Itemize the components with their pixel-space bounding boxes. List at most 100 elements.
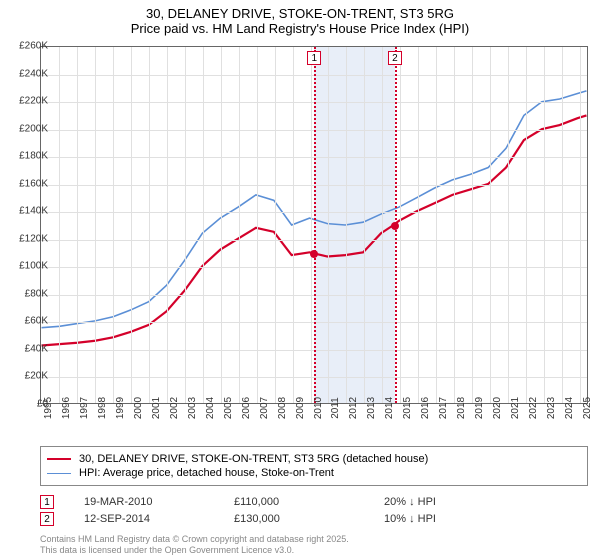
sale-row-2: 2 12-SEP-2014 £130,000 10% ↓ HPI [40,512,534,526]
gridline-v [382,47,383,403]
xtick-label: 2019 [474,397,485,419]
gridline-v [275,47,276,403]
xtick-label: 1995 [43,397,54,419]
xtick-label: 1998 [97,397,108,419]
gridline-v [131,47,132,403]
ytick-label: £60K [25,316,48,327]
footer-line2: This data is licensed under the Open Gov… [40,545,349,556]
xtick-label: 1996 [61,397,72,419]
ytick-label: £240K [19,68,48,79]
gridline-v [346,47,347,403]
gridline-v [59,47,60,403]
ytick-label: £160K [19,178,48,189]
xtick-label: 2023 [546,397,557,419]
xtick-label: 2020 [492,397,503,419]
gridline-v [562,47,563,403]
sale-delta-2: 10% ↓ HPI [384,513,534,525]
gridline-v [221,47,222,403]
gridline-v [328,47,329,403]
gridline-v [185,47,186,403]
gridline-v [436,47,437,403]
ytick-label: £120K [19,233,48,244]
gridline-v [203,47,204,403]
gridline-v [454,47,455,403]
page: 30, DELANEY DRIVE, STOKE-ON-TRENT, ST3 5… [0,0,600,560]
xtick-label: 2018 [456,397,467,419]
xtick-label: 2011 [330,397,341,419]
sales-table: 1 19-MAR-2010 £110,000 20% ↓ HPI 2 12-SE… [40,492,534,529]
legend-item-property: 30, DELANEY DRIVE, STOKE-ON-TRENT, ST3 5… [47,453,581,465]
ytick-label: £100K [19,261,48,272]
gridline-v [257,47,258,403]
sale-date-1: 19-MAR-2010 [84,496,234,508]
sale-marker-badge: 1 [307,51,321,65]
xtick-label: 2016 [420,397,431,419]
xtick-label: 2024 [564,397,575,419]
gridline-v [400,47,401,403]
xtick-label: 2005 [223,397,234,419]
gridline-v [239,47,240,403]
title-subtitle: Price paid vs. HM Land Registry's House … [0,21,600,36]
sale-marker-badge-1: 1 [40,495,54,509]
ytick-label: £260K [19,41,48,52]
xtick-label: 1999 [115,397,126,419]
xtick-label: 2012 [348,397,359,419]
sale-price-2: £130,000 [234,513,384,525]
gridline-v [293,47,294,403]
sale-marker-line [314,47,316,403]
sale-dot [310,250,318,258]
gridline-v [508,47,509,403]
xtick-label: 2022 [528,397,539,419]
xtick-label: 2010 [313,397,324,419]
gridline-v [113,47,114,403]
xtick-label: 2025 [582,397,593,419]
footer-line1: Contains HM Land Registry data © Crown c… [40,534,349,545]
gridline-v [77,47,78,403]
gridline-v [418,47,419,403]
sale-price-1: £110,000 [234,496,384,508]
legend: 30, DELANEY DRIVE, STOKE-ON-TRENT, ST3 5… [40,446,588,486]
sale-marker-badge-2: 2 [40,512,54,526]
xtick-label: 2003 [187,397,198,419]
ytick-label: £220K [19,96,48,107]
chart-title: 30, DELANEY DRIVE, STOKE-ON-TRENT, ST3 5… [0,0,600,40]
title-address: 30, DELANEY DRIVE, STOKE-ON-TRENT, ST3 5… [0,6,600,21]
chart-plot-area: 12 [40,46,588,404]
ytick-label: £140K [19,206,48,217]
gridline-v [95,47,96,403]
legend-swatch-hpi [47,473,71,474]
ytick-label: £20K [25,371,48,382]
gridline-v [311,47,312,403]
ytick-label: £180K [19,151,48,162]
xtick-label: 2000 [133,397,144,419]
legend-label-hpi: HPI: Average price, detached house, Stok… [79,467,334,479]
xtick-label: 2001 [151,397,162,419]
footer-attribution: Contains HM Land Registry data © Crown c… [40,534,349,556]
sale-marker-badge: 2 [388,51,402,65]
xtick-label: 2008 [277,397,288,419]
legend-item-hpi: HPI: Average price, detached house, Stok… [47,467,581,479]
ytick-label: £200K [19,123,48,134]
legend-swatch-property [47,458,71,460]
xtick-label: 2014 [384,397,395,419]
gridline-v [544,47,545,403]
sale-delta-1: 20% ↓ HPI [384,496,534,508]
xtick-label: 2002 [169,397,180,419]
gridline-v [472,47,473,403]
legend-label-property: 30, DELANEY DRIVE, STOKE-ON-TRENT, ST3 5… [79,453,428,465]
gridline-v [149,47,150,403]
xtick-label: 2009 [295,397,306,419]
gridline-v [526,47,527,403]
gridline-v [364,47,365,403]
gridline-v [580,47,581,403]
xtick-label: 2007 [259,397,270,419]
xtick-label: 2004 [205,397,216,419]
xtick-label: 1997 [79,397,90,419]
gridline-v [490,47,491,403]
xtick-label: 2006 [241,397,252,419]
xtick-label: 2015 [402,397,413,419]
sale-dot [391,222,399,230]
xtick-label: 2017 [438,397,449,419]
sale-row-1: 1 19-MAR-2010 £110,000 20% ↓ HPI [40,495,534,509]
ytick-label: £40K [25,343,48,354]
